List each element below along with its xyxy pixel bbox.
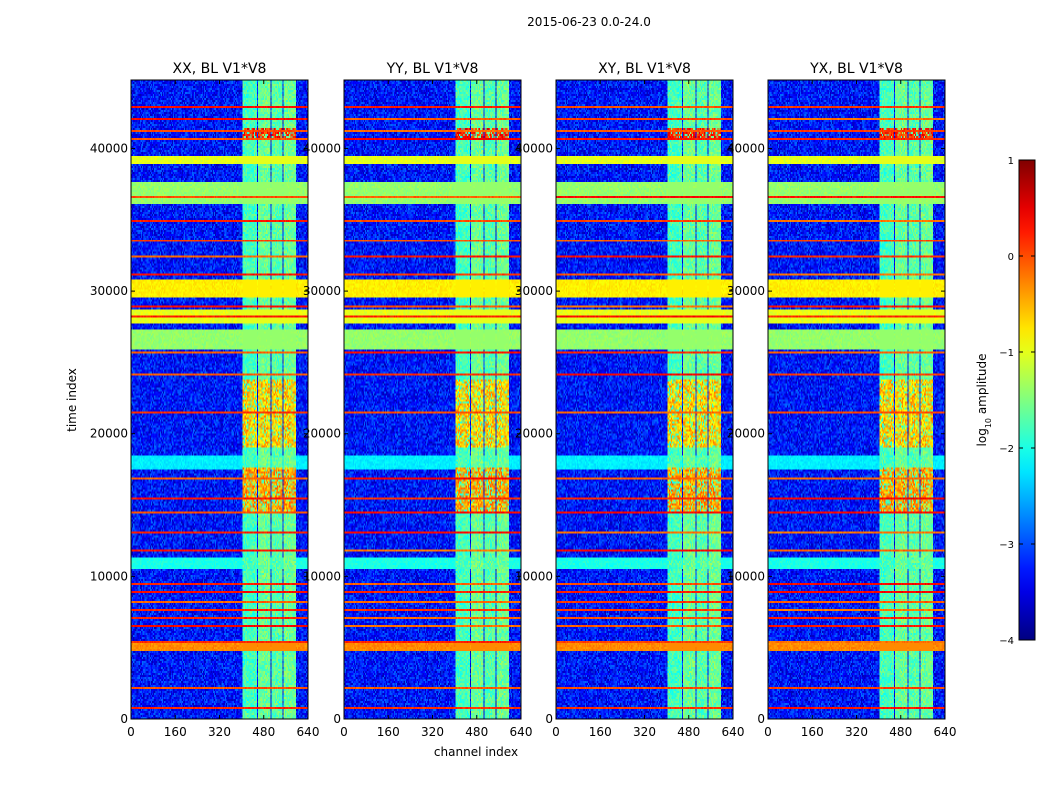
y-tick-label: 10000: [515, 569, 553, 583]
panel-title: XX, BL V1*V8: [173, 61, 267, 77]
y-tick-label: 10000: [303, 569, 341, 583]
y-tick-label: 20000: [303, 427, 341, 441]
y-tick-label: 20000: [727, 427, 765, 441]
heatmap-image: [556, 80, 733, 719]
y-tick-label: 30000: [303, 284, 341, 298]
colorbar-tick-label: 1: [1008, 156, 1014, 167]
y-axis-label: time index: [65, 368, 79, 432]
x-tick-label: 160: [164, 725, 187, 739]
x-tick-label: 0: [127, 725, 135, 739]
y-tick-label: 0: [333, 712, 341, 726]
colorbar-tick-label: −4: [999, 636, 1014, 647]
heatmap-panel-2: YY, BL V1*V8 0 160 320 480 640 0 10000 20000 3000…: [303, 61, 533, 739]
x-axis-label: channel index: [434, 745, 518, 759]
colorbar-label: log10 amplitude: [975, 354, 993, 447]
y-tick-label: 40000: [90, 141, 128, 155]
heatmap-panel-3: XY, BL V1*V8 0 160 320 480 640 0 10000 20000 3000…: [515, 61, 745, 739]
x-tick-label: 480: [252, 725, 275, 739]
colorbar-tick-label: −1: [999, 348, 1014, 359]
y-tick-label: 30000: [90, 284, 128, 298]
y-tick-label: 0: [545, 712, 553, 726]
colorbar-tick-label: −3: [999, 540, 1014, 551]
figure-suptitle: 2015-06-23 0.0-24.0: [527, 15, 651, 29]
y-tick-label: 0: [120, 712, 128, 726]
panel-title: XY, BL V1*V8: [598, 61, 691, 77]
panel-title: YX, BL V1*V8: [809, 61, 903, 77]
x-tick-label: 160: [801, 725, 824, 739]
colorbar-gradient: [1018, 159, 1036, 641]
y-tick-label: 10000: [90, 569, 128, 583]
x-tick-label: 480: [465, 725, 488, 739]
x-tick-label: 640: [297, 725, 320, 739]
heatmap-panel-4: YX, BL V1*V8 0 160 320 480 640 0 10000 20000 3000…: [727, 61, 957, 739]
y-tick-label: 20000: [90, 427, 128, 441]
y-tick-label: 10000: [727, 569, 765, 583]
x-tick-label: 480: [889, 725, 912, 739]
y-tick-label: 40000: [515, 141, 553, 155]
x-tick-label: 640: [510, 725, 533, 739]
panel-title: YY, BL V1*V8: [386, 61, 479, 77]
y-tick-label: 40000: [303, 141, 341, 155]
x-tick-label: 320: [208, 725, 231, 739]
y-tick-label: 20000: [515, 427, 553, 441]
y-tick-label: 30000: [515, 284, 553, 298]
x-tick-label: 160: [589, 725, 612, 739]
x-tick-label: 320: [421, 725, 444, 739]
y-tick-label: 0: [757, 712, 765, 726]
x-tick-label: 480: [677, 725, 700, 739]
x-tick-label: 0: [552, 725, 560, 739]
colorbar-label-suffix: amplitude: [975, 354, 989, 418]
x-tick-label: 0: [340, 725, 348, 739]
x-tick-label: 640: [934, 725, 957, 739]
y-tick-label: 30000: [727, 284, 765, 298]
heatmap-image: [131, 80, 308, 719]
heatmap-image: [344, 80, 521, 719]
x-tick-label: 160: [377, 725, 400, 739]
x-tick-label: 320: [633, 725, 656, 739]
colorbar-tick-label: −2: [999, 444, 1014, 455]
heatmap-panel-1: XX, BL V1*V8 0 160 320 480 640 0 10000 20000 3000…: [90, 61, 320, 739]
colorbar-tick-label: 0: [1008, 252, 1014, 263]
panels-group: XX, BL V1*V8 0 160 320 480 640 0 10000 20000 3000…: [90, 61, 957, 739]
colorbar-label-subscript: 10: [984, 418, 993, 428]
x-tick-label: 640: [722, 725, 745, 739]
x-tick-label: 320: [845, 725, 868, 739]
heatmap-image: [768, 80, 945, 719]
x-tick-label: 0: [764, 725, 772, 739]
y-tick-label: 40000: [727, 141, 765, 155]
